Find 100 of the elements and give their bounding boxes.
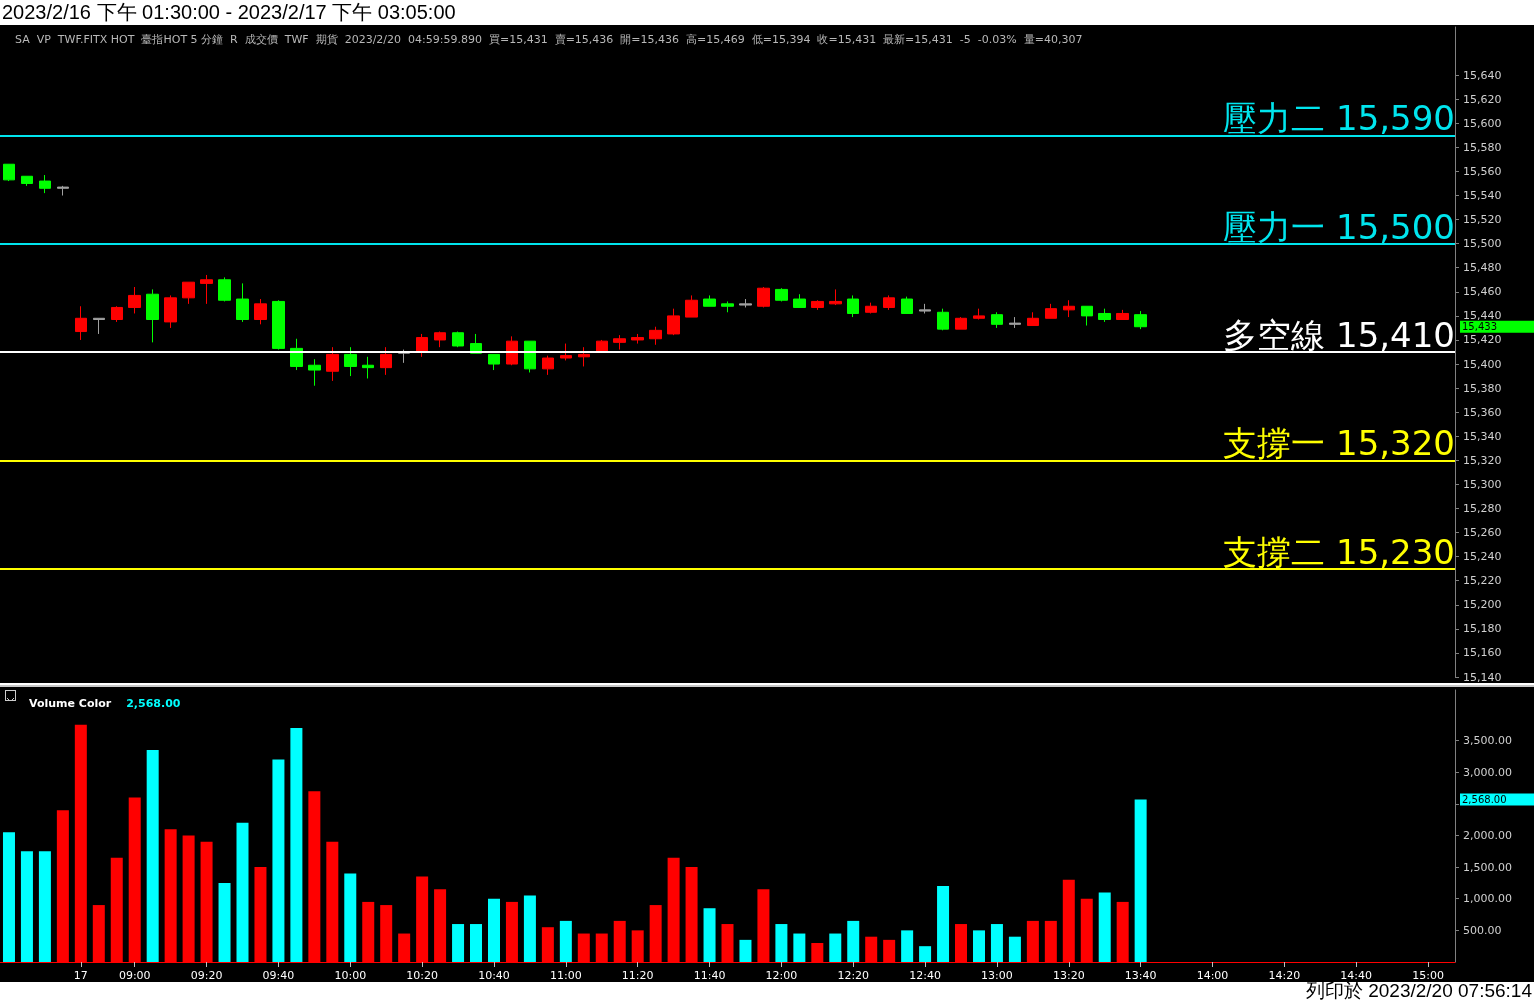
y-tick-label: 15,360	[1463, 405, 1502, 419]
candlestick	[3, 163, 15, 182]
y-tick-label: 15,220	[1463, 574, 1502, 588]
candlestick	[1009, 316, 1021, 329]
x-tick-label: 14:40	[1340, 969, 1373, 982]
y-tick-label: 500.00	[1463, 923, 1502, 937]
candlestick	[506, 335, 518, 366]
candlestick	[955, 316, 967, 330]
bar	[236, 822, 249, 962]
candlestick	[362, 356, 374, 379]
x-tick-label: 10:20	[406, 969, 438, 982]
candlestick	[128, 286, 141, 314]
bar	[146, 750, 159, 962]
x-tick-label: 13:40	[1124, 969, 1157, 982]
candlestick	[524, 340, 536, 373]
y-tick-label: 15,240	[1463, 550, 1502, 564]
y-tick-label: 15,620	[1463, 92, 1502, 106]
bar	[523, 895, 536, 962]
y-tick-label: 15,600	[1463, 116, 1502, 130]
y-tick-label: 3,000.00	[1463, 765, 1512, 779]
x-tick-label: 17	[73, 969, 88, 982]
candlestick	[1063, 299, 1075, 318]
text: Volume Color	[29, 696, 112, 710]
x-tick-label: 13:20	[1052, 969, 1085, 982]
candlestick	[272, 299, 285, 351]
y-tick-label: 15,420	[1463, 333, 1502, 347]
candlestick	[973, 308, 985, 320]
x-tick-label: 11:40	[693, 969, 726, 982]
chart-title: 2023/2/16 下午 01:30:00 - 2023/2/17 下午 03:05:00	[1, 0, 457, 25]
y-tick-label: 15,500	[1463, 237, 1502, 251]
bar	[1098, 892, 1111, 962]
candlestick	[380, 346, 392, 376]
bar	[829, 933, 842, 962]
bar	[901, 930, 914, 962]
candlestick	[883, 294, 895, 311]
y-tick-label: 15,140	[1463, 670, 1502, 684]
candlestick	[919, 303, 931, 314]
y-tick-label: 2,000.00	[1463, 828, 1512, 842]
candlestick	[416, 333, 428, 358]
x-tick-label: 14:00	[1196, 969, 1229, 982]
candlestick	[21, 175, 33, 187]
x-tick-label: 11:00	[549, 969, 582, 982]
candlestick	[685, 294, 698, 318]
y-tick-label: 15,280	[1463, 501, 1502, 515]
candlestick	[57, 185, 69, 197]
y-tick-label: 15,640	[1463, 68, 1502, 82]
bar	[290, 727, 303, 962]
candlestick	[829, 288, 842, 306]
candlestick	[164, 294, 177, 329]
bar	[38, 851, 51, 962]
bar	[937, 886, 950, 962]
y-tick-label: 15,480	[1463, 261, 1502, 275]
y-tick-label: 15,520	[1463, 213, 1502, 227]
x-tick-label: 12:40	[909, 969, 941, 982]
bar	[1134, 799, 1147, 962]
candlestick	[488, 353, 500, 371]
y-tick-label: 15,340	[1463, 429, 1502, 443]
candlestick	[218, 276, 231, 302]
candlestick	[111, 305, 123, 323]
x-tick-label: 10:00	[334, 969, 367, 982]
candlestick	[631, 333, 644, 345]
y-tick-label: 15,160	[1463, 646, 1502, 660]
candlestick	[344, 346, 357, 377]
bar	[739, 939, 752, 962]
y-tick-label: 15,540	[1463, 189, 1502, 203]
candlestick	[434, 331, 446, 348]
y-tick-label: 1,000.00	[1463, 892, 1512, 906]
candlestick	[236, 282, 249, 323]
y-tick-label: 3,500.00	[1463, 734, 1512, 748]
text: 2,568.00	[1462, 794, 1507, 806]
y-tick-label: 15,460	[1463, 285, 1502, 299]
bar	[344, 873, 357, 962]
candlestick	[793, 293, 806, 308]
text: 列印於 2023/2/20 07:56:14	[1305, 980, 1532, 1001]
candlestick	[667, 308, 680, 336]
bar	[2, 832, 15, 962]
text: SA VP TWF.FITX HOT 臺指HOT 5 分鐘 R 成交價 TWF 期貨 2023/2/20 04:59:59.890 買=15,431 賣=15,436 開=15,436 高=15,469 低=15,394 收=15,431 最新=15,431 -5 -0.03% 量=40,307	[15, 33, 1083, 46]
candlestick	[1116, 309, 1129, 320]
bar	[990, 924, 1003, 962]
y-tick-label: 15,200	[1463, 598, 1502, 612]
bar	[470, 924, 483, 962]
bar	[703, 908, 716, 962]
x-tick-label: 10:40	[478, 969, 510, 982]
bar	[20, 851, 33, 962]
candlestick	[1027, 311, 1039, 327]
candlestick	[39, 174, 51, 194]
x-tick-label: 09:00	[118, 969, 151, 982]
y-tick-label: 15,320	[1463, 453, 1502, 467]
x-tick-label: 09:40	[262, 969, 295, 982]
candlestick	[649, 326, 662, 346]
y-tick-label: 15,580	[1463, 140, 1502, 154]
candlestick	[991, 311, 1003, 329]
candlestick	[613, 334, 626, 351]
candlestick	[811, 299, 824, 311]
x-tick-label: 12:20	[837, 969, 870, 982]
candlestick	[182, 281, 195, 305]
bar	[919, 946, 932, 962]
text: 2,568.00	[126, 696, 181, 710]
candlestick	[1098, 308, 1111, 323]
candlestick	[93, 317, 105, 335]
